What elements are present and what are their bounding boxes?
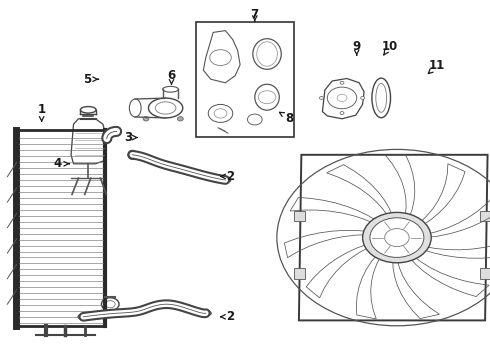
- Text: 9: 9: [353, 40, 361, 53]
- Circle shape: [143, 117, 149, 121]
- Text: 10: 10: [381, 40, 398, 53]
- Ellipse shape: [200, 310, 211, 316]
- Circle shape: [363, 212, 431, 263]
- Text: 1: 1: [38, 103, 46, 116]
- Text: 11: 11: [429, 59, 445, 72]
- Ellipse shape: [78, 314, 89, 320]
- Circle shape: [340, 81, 344, 84]
- Text: 5: 5: [83, 73, 91, 86]
- Text: 2: 2: [226, 310, 234, 323]
- Bar: [294, 211, 305, 221]
- Circle shape: [340, 112, 344, 114]
- Ellipse shape: [128, 150, 137, 159]
- Text: 2: 2: [226, 170, 234, 183]
- Circle shape: [319, 96, 323, 99]
- Ellipse shape: [220, 177, 231, 183]
- Bar: [196, 22, 294, 137]
- Bar: [480, 268, 490, 279]
- Bar: [294, 268, 305, 279]
- Text: 6: 6: [168, 69, 175, 82]
- Circle shape: [361, 96, 365, 99]
- Text: 8: 8: [285, 112, 293, 125]
- Circle shape: [177, 117, 183, 121]
- Text: 4: 4: [54, 157, 62, 170]
- Text: 3: 3: [124, 131, 132, 144]
- Circle shape: [370, 218, 424, 257]
- Bar: [480, 211, 490, 221]
- Text: 7: 7: [251, 8, 259, 21]
